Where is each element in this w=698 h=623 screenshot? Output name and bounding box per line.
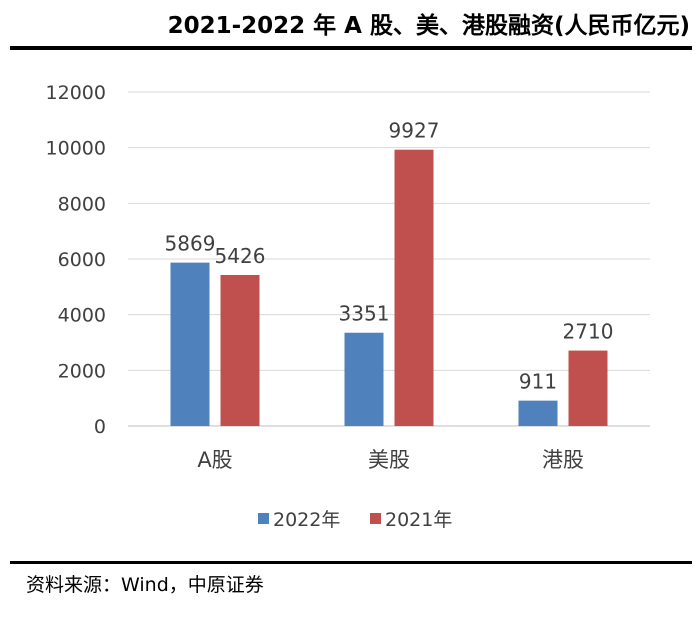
legend: 2022年 2021年 (258, 509, 452, 531)
y-axis-tick-labels: 0 2000 4000 6000 8000 10000 12000 (46, 82, 106, 438)
y-tick-label-4: 8000 (58, 193, 106, 215)
chart-title: 2021-2022 年 A 股、美、港股融资(人民币亿元) (167, 13, 690, 39)
bar-0-1 (220, 274, 260, 426)
y-tick-label-3: 6000 (58, 249, 106, 271)
x-axis-category-labels: A股 美股 港股 (197, 448, 584, 472)
y-tick-label-2: 4000 (58, 305, 106, 327)
data-label-0-1: 5426 (215, 244, 266, 268)
category-label-2: 港股 (542, 448, 584, 472)
source-note: 资料来源：Wind，中原证券 (26, 574, 264, 596)
data-label-1-0: 3351 (339, 302, 390, 326)
legend-label-1: 2021年 (385, 509, 452, 531)
data-label-1-1: 9927 (389, 119, 440, 143)
bar-2-0 (518, 400, 558, 426)
data-label-2-0: 911 (519, 370, 557, 394)
bar-1-1 (394, 149, 434, 427)
category-label-0: A股 (197, 448, 232, 472)
y-tick-label-0: 0 (94, 416, 106, 438)
legend-swatch-1 (370, 513, 381, 524)
category-label-1: 美股 (368, 448, 410, 472)
y-tick-label-6: 12000 (46, 82, 106, 104)
bottom-rule (10, 561, 692, 564)
y-tick-label-1: 2000 (58, 360, 106, 382)
bars (170, 149, 608, 427)
gridlines (128, 91, 650, 427)
bar-1-0 (344, 332, 384, 426)
top-rule (10, 46, 692, 50)
data-label-2-1: 2710 (563, 320, 614, 344)
y-tick-label-5: 10000 (46, 138, 106, 160)
legend-swatch-0 (258, 513, 269, 524)
data-label-0-0: 5869 (165, 232, 216, 256)
bar-0-0 (170, 262, 210, 426)
legend-label-0: 2022年 (273, 509, 340, 531)
bar-2-1 (568, 350, 608, 426)
